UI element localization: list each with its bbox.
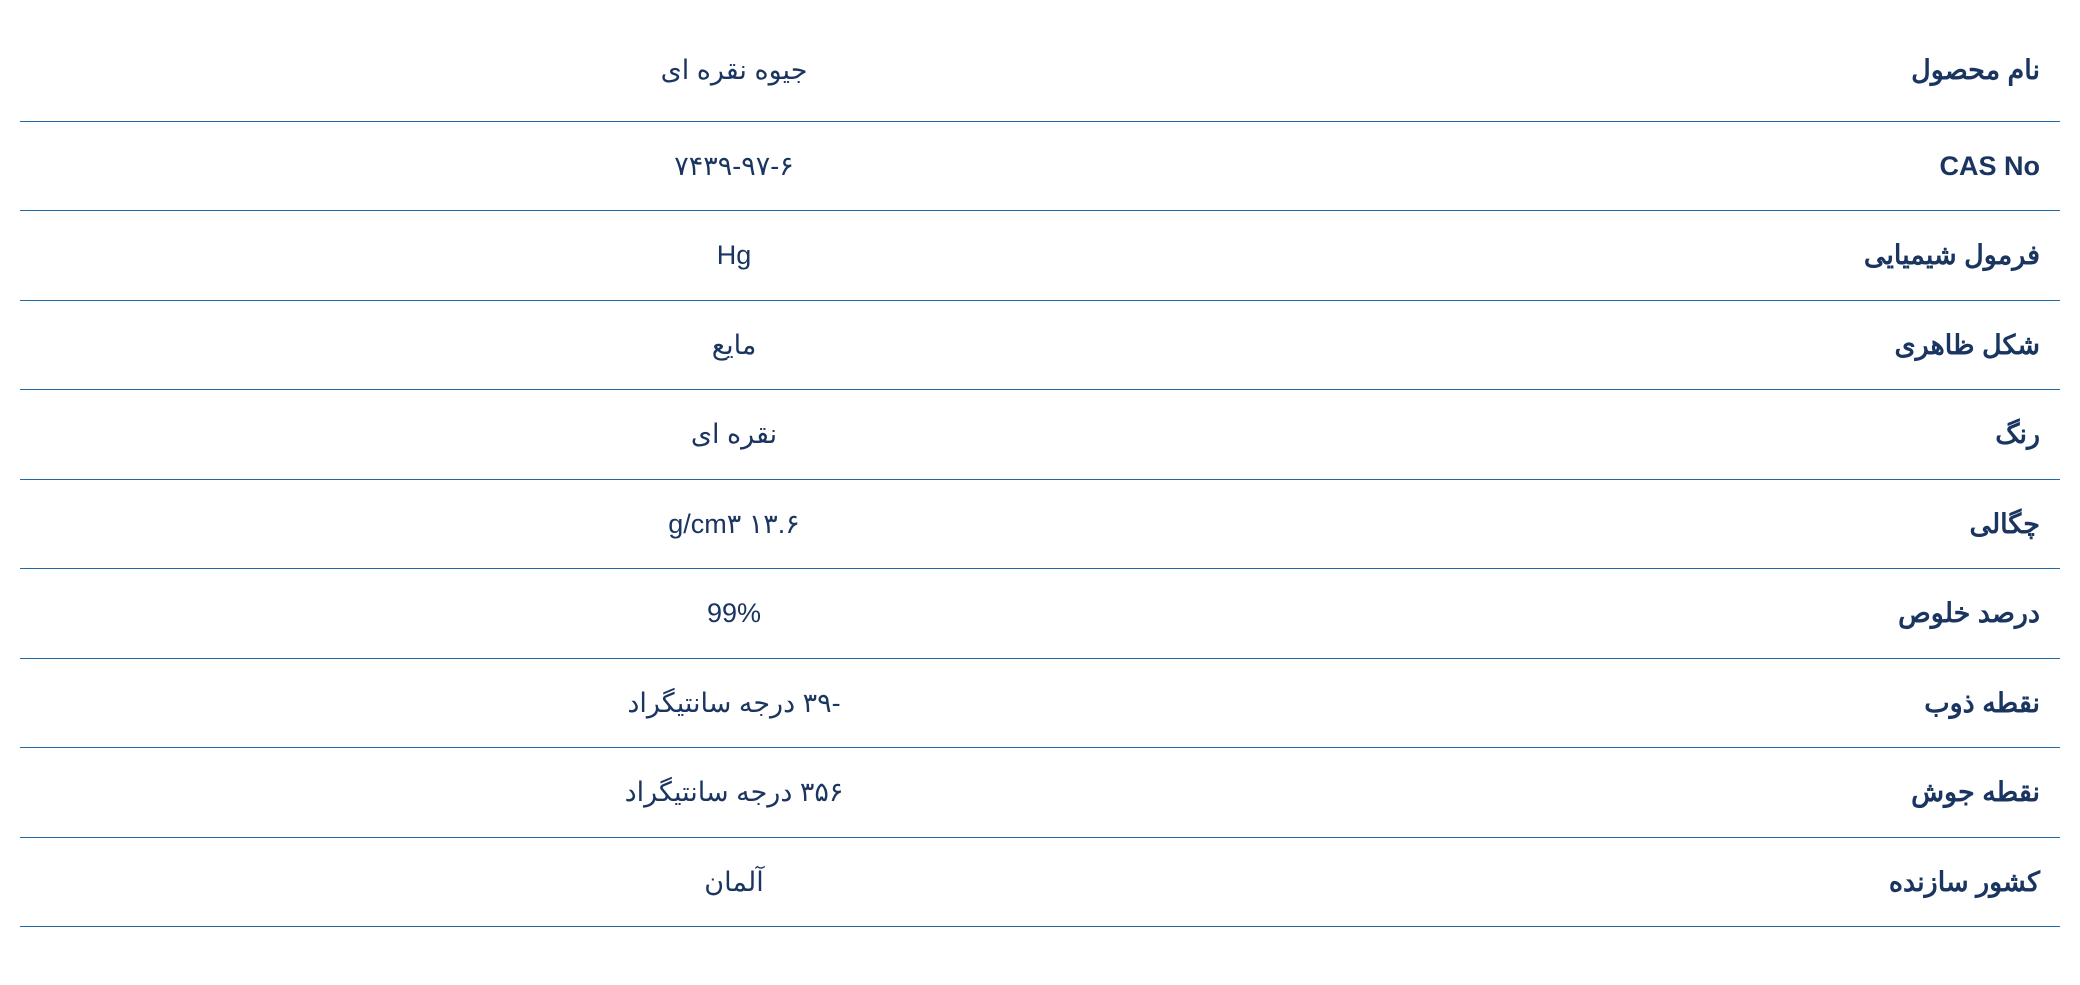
spec-label: فرمول شیمیایی xyxy=(1448,211,2060,301)
table-row: نام محصول جیوه نقره ای xyxy=(20,20,2060,121)
table-row: شکل ظاهری مایع xyxy=(20,300,2060,390)
spec-value: آلمان xyxy=(20,837,1448,927)
spec-table-body: نام محصول جیوه نقره ای CAS No ۷۴۳۹-۹۷-۶ … xyxy=(20,20,2060,927)
table-row: نقطه جوش ۳۵۶ درجه سانتیگراد xyxy=(20,748,2060,838)
spec-label: نام محصول xyxy=(1448,20,2060,121)
spec-value: مایع xyxy=(20,300,1448,390)
spec-value: g/cm۳ ۱۳.۶ xyxy=(20,479,1448,569)
table-row: رنگ نقره ای xyxy=(20,390,2060,480)
spec-value: 99% xyxy=(20,569,1448,659)
spec-value: ۷۴۳۹-۹۷-۶ xyxy=(20,121,1448,211)
spec-label: درصد خلوص xyxy=(1448,569,2060,659)
spec-value: -۳۹ درجه سانتیگراد xyxy=(20,658,1448,748)
table-row: نقطه ذوب -۳۹ درجه سانتیگراد xyxy=(20,658,2060,748)
spec-value: نقره ای xyxy=(20,390,1448,480)
table-row: فرمول شیمیایی Hg xyxy=(20,211,2060,301)
table-row: چگالی g/cm۳ ۱۳.۶ xyxy=(20,479,2060,569)
spec-label: شکل ظاهری xyxy=(1448,300,2060,390)
table-row: CAS No ۷۴۳۹-۹۷-۶ xyxy=(20,121,2060,211)
spec-value: ۳۵۶ درجه سانتیگراد xyxy=(20,748,1448,838)
spec-label: CAS No xyxy=(1448,121,2060,211)
spec-value: Hg xyxy=(20,211,1448,301)
spec-label: چگالی xyxy=(1448,479,2060,569)
table-row: کشور سازنده آلمان xyxy=(20,837,2060,927)
spec-value: جیوه نقره ای xyxy=(20,20,1448,121)
product-spec-table: نام محصول جیوه نقره ای CAS No ۷۴۳۹-۹۷-۶ … xyxy=(20,20,2060,927)
spec-label: رنگ xyxy=(1448,390,2060,480)
spec-label: کشور سازنده xyxy=(1448,837,2060,927)
spec-label: نقطه ذوب xyxy=(1448,658,2060,748)
table-row: درصد خلوص 99% xyxy=(20,569,2060,659)
spec-label: نقطه جوش xyxy=(1448,748,2060,838)
